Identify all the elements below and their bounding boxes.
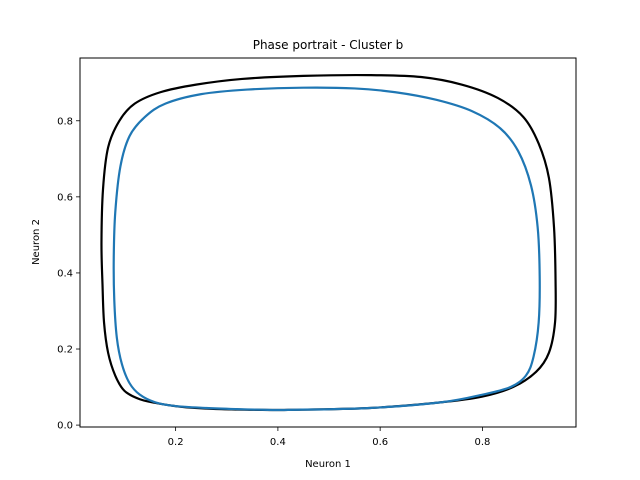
x-tick-label: 0.2 xyxy=(168,437,184,448)
y-axis: 0.0 0.2 0.4 0.6 0.8 xyxy=(57,116,80,432)
y-tick-label: 0.2 xyxy=(57,345,73,356)
x-tick-label: 0.8 xyxy=(474,437,490,448)
axes-frame xyxy=(79,57,577,428)
y-tick-label: 0.6 xyxy=(57,192,73,203)
series-line-2 xyxy=(112,86,541,412)
y-axis-label: Neuron 2 xyxy=(31,219,42,265)
x-tick-label: 0.4 xyxy=(270,437,286,448)
x-axis: 0.2 0.4 0.6 0.8 xyxy=(168,427,490,448)
x-axis-label: Neuron 1 xyxy=(305,459,351,470)
y-tick-label: 0.0 xyxy=(57,421,73,432)
y-tick-label: 0.8 xyxy=(57,116,73,127)
y-tick-label: 0.4 xyxy=(57,268,73,279)
series-line-1 xyxy=(100,73,557,412)
x-tick-label: 0.6 xyxy=(372,437,388,448)
chart-title: Phase portrait - Cluster b xyxy=(253,38,404,52)
plot-area xyxy=(100,73,557,412)
